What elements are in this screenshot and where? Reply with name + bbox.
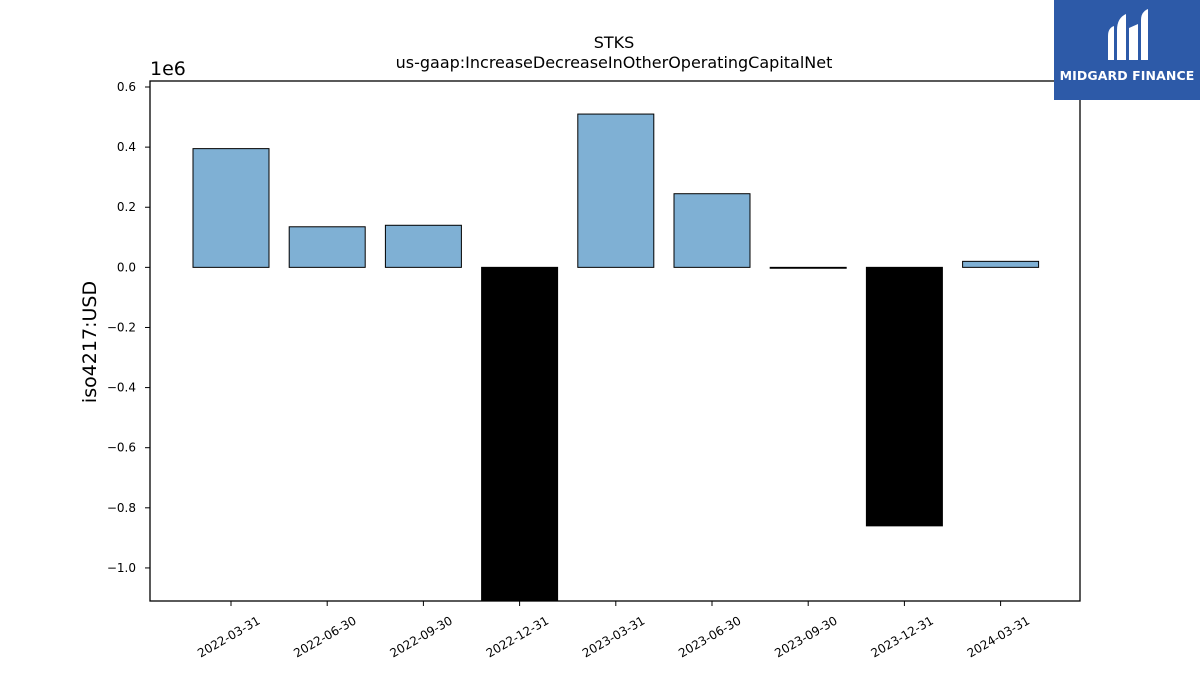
logo-text: MIDGARD FINANCE (1059, 68, 1195, 83)
bar-2024-03-31 (962, 260, 1040, 268)
x-tick-label: 2023-09-30 (772, 613, 839, 660)
y-tick-label: −1.0 (107, 561, 136, 575)
y-tick-label: −0.8 (107, 501, 136, 515)
bar-2022-12-31 (481, 266, 559, 602)
x-tick-label: 2024-03-31 (965, 613, 1032, 660)
bars-group (192, 113, 1040, 602)
x-tick-label: 2023-03-31 (580, 613, 647, 660)
bar-2023-03-31 (577, 113, 655, 268)
midgard-logo-icon (1108, 9, 1148, 60)
bar-2023-12-31 (865, 266, 943, 527)
x-tick-label: 2022-03-31 (195, 613, 262, 660)
x-tick-label: 2022-09-30 (387, 613, 454, 660)
bar-2023-06-30 (673, 193, 751, 268)
x-tick-label: 2022-06-30 (291, 613, 358, 660)
plot-frame (149, 80, 1081, 602)
y-ticks-group: 0.6 0.4 0.2 0.0 −0.2 −0.4 −0.6 −0.8 −1.0 (107, 80, 150, 575)
y-tick-label: 0.4 (117, 140, 136, 154)
bar-2022-06-30 (288, 226, 366, 268)
y-tick-label: 0.0 (117, 260, 136, 274)
chart-title: STKS (594, 33, 635, 52)
y-tick-label: −0.2 (107, 320, 136, 334)
y-axis-label: iso4217:USD (79, 281, 101, 403)
bar-2022-03-31 (192, 148, 270, 268)
bar-2022-09-30 (384, 224, 462, 268)
y-tick-label: 0.6 (117, 80, 136, 94)
y-tick-label: −0.4 (107, 381, 136, 395)
x-tick-label: 2023-12-31 (868, 613, 935, 660)
y-offset-label: 1e6 (150, 58, 186, 80)
x-ticks-group: 2022-03-31 2022-06-30 2022-09-30 2022-12-31… (195, 601, 1032, 660)
y-tick-label: −0.6 (107, 441, 136, 455)
midgard-finance-logo: MIDGARD FINANCE (1054, 0, 1200, 100)
y-tick-label: 0.2 (117, 200, 136, 214)
x-tick-label: 2022-12-31 (484, 613, 551, 660)
x-tick-label: 2023-06-30 (676, 613, 743, 660)
chart-subtitle: us-gaap:IncreaseDecreaseInOtherOperating… (396, 53, 833, 72)
bar-2023-09-30 (769, 266, 847, 269)
